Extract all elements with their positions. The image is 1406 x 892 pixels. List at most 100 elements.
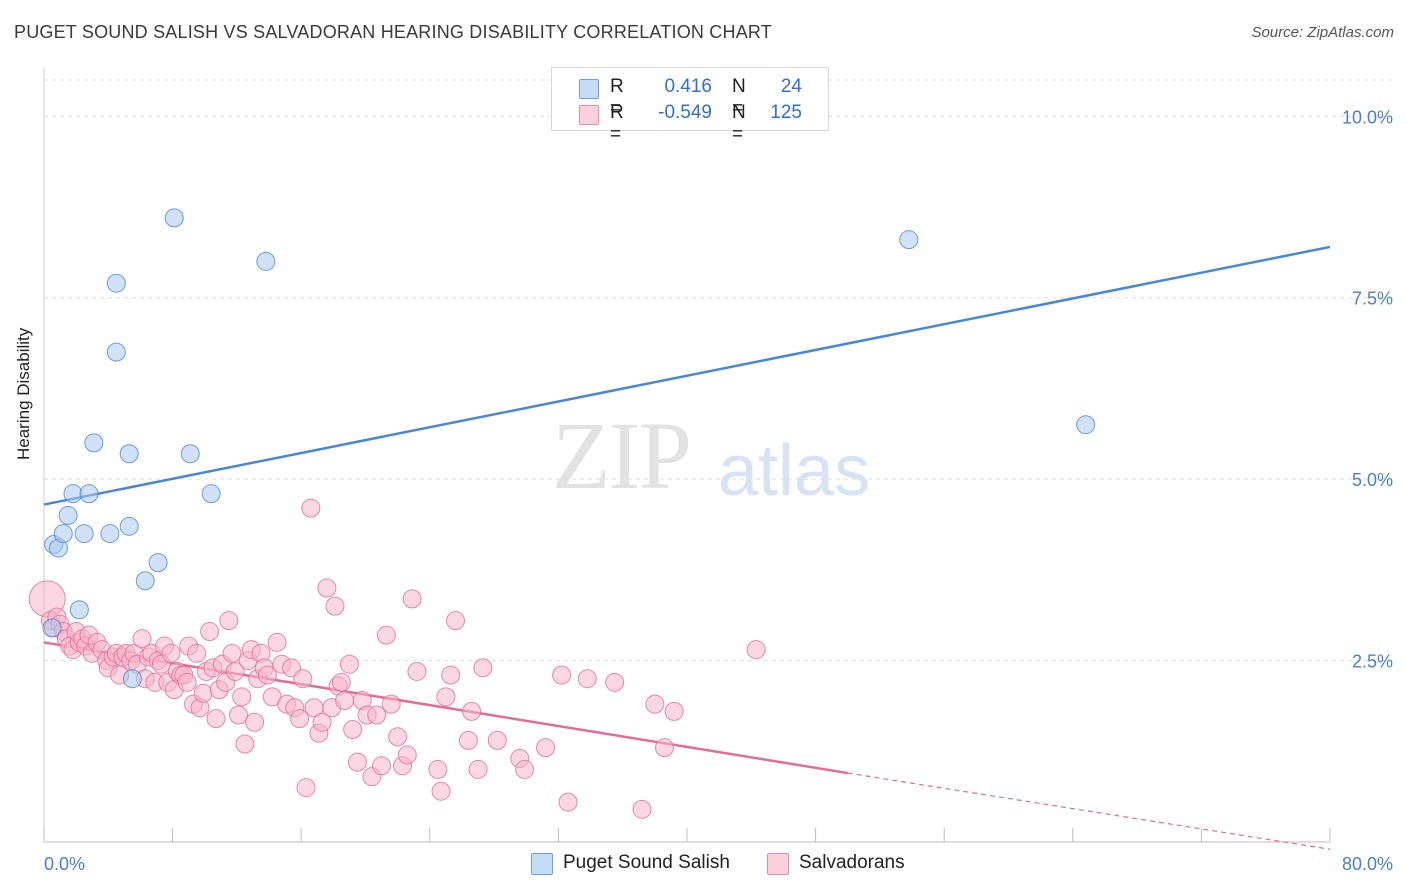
tick-labels: 2.5% 5.0% 7.5% 10.0% 0.0% 80.0%	[44, 107, 1393, 874]
data-point	[187, 643, 207, 663]
bottom-legend-swatch-salvadorans	[767, 853, 789, 875]
data-point	[436, 687, 456, 707]
data-point	[119, 444, 139, 464]
data-point	[69, 600, 89, 620]
data-point	[343, 720, 363, 740]
data-point	[331, 672, 351, 692]
legend-n-value: 24	[780, 76, 802, 97]
data-point	[372, 756, 392, 776]
data-point	[397, 745, 417, 765]
data-point	[245, 712, 265, 732]
chart-title: PUGET SOUND SALISH VS SALVADORAN HEARING…	[14, 22, 772, 42]
data-point	[468, 759, 488, 779]
data-point	[290, 709, 310, 729]
data-point	[219, 611, 239, 631]
x-tick-label: 0.0%	[44, 854, 85, 874]
data-point	[632, 799, 652, 819]
data-point	[106, 342, 126, 362]
data-point	[122, 669, 142, 689]
data-point	[200, 622, 220, 642]
data-point	[106, 273, 126, 293]
data-point	[256, 251, 276, 271]
data-point	[235, 734, 255, 754]
data-point	[446, 611, 466, 631]
y-tick-label: 2.5%	[1352, 652, 1393, 672]
data-point	[84, 433, 104, 453]
legend-r-label: R =	[610, 102, 624, 145]
data-point	[347, 752, 367, 772]
data-point	[381, 694, 401, 714]
source-credit: Source: ZipAtlas.com	[1251, 24, 1394, 41]
data-point	[654, 738, 674, 758]
data-point	[645, 694, 665, 714]
data-points	[28, 208, 1096, 819]
data-point	[388, 727, 408, 747]
data-point	[293, 669, 313, 689]
data-point	[664, 701, 684, 721]
data-point	[296, 778, 316, 798]
data-point	[42, 618, 62, 638]
trend-line	[43, 245, 1331, 506]
data-point	[222, 643, 242, 663]
data-point	[164, 208, 184, 228]
data-point	[53, 524, 73, 544]
data-point	[180, 444, 200, 464]
data-point	[1076, 415, 1096, 435]
data-point	[536, 738, 556, 758]
legend-n-label: N =	[732, 76, 746, 119]
data-point	[605, 672, 625, 692]
data-point	[232, 687, 252, 707]
legend-n-value: 125	[770, 102, 802, 123]
legend-r-value: 0.416	[664, 76, 712, 97]
legend-r-value: -0.549	[658, 102, 712, 123]
data-point	[441, 665, 461, 685]
data-point	[58, 505, 78, 525]
data-point	[462, 701, 482, 721]
data-point	[135, 571, 155, 591]
data-point	[428, 759, 448, 779]
trend-line-extension	[847, 772, 1331, 850]
data-point	[317, 578, 337, 598]
data-point	[312, 712, 332, 732]
data-point	[132, 629, 152, 649]
y-tick-label: 5.0%	[1352, 470, 1393, 490]
data-point	[746, 640, 766, 660]
legend-swatch-salish	[579, 79, 599, 99]
data-point	[74, 524, 94, 544]
legend-n-label: N =	[732, 102, 746, 145]
watermark-atlas: atlas	[718, 431, 871, 511]
y-tick-label: 7.5%	[1352, 289, 1393, 309]
data-point	[473, 658, 493, 678]
bottom-legend-swatch-salish	[531, 853, 553, 875]
data-point	[301, 498, 321, 518]
data-point	[402, 589, 422, 609]
data-point	[161, 643, 181, 663]
data-point	[335, 690, 355, 710]
data-point	[376, 625, 396, 645]
data-point	[100, 524, 120, 544]
legend-r-label: R =	[610, 76, 624, 119]
data-point	[63, 484, 83, 504]
data-point	[325, 596, 345, 616]
bottom-legend-label-salvadorans: Salvadorans	[799, 852, 905, 873]
data-point	[458, 730, 478, 750]
x-tick-label: 80.0%	[1342, 854, 1393, 874]
data-point	[558, 792, 578, 812]
data-point	[79, 484, 99, 504]
data-point	[177, 672, 197, 692]
data-point	[487, 730, 507, 750]
watermark-zip: ZIP	[552, 402, 692, 509]
data-point	[367, 705, 387, 725]
data-point	[515, 759, 535, 779]
y-axis-label: Hearing Disability	[14, 327, 33, 460]
data-point	[339, 654, 359, 674]
bottom-legend-label-salish: Puget Sound Salish	[563, 852, 730, 873]
data-point	[552, 665, 572, 685]
data-point	[193, 683, 213, 703]
y-tick-label: 10.0%	[1342, 107, 1393, 127]
correlation-legend: R = 0.416 N = 24 R = -0.549 N = 125	[551, 67, 829, 145]
data-point	[148, 553, 168, 573]
data-point	[899, 230, 919, 250]
data-point	[201, 484, 221, 504]
data-point	[229, 705, 249, 725]
